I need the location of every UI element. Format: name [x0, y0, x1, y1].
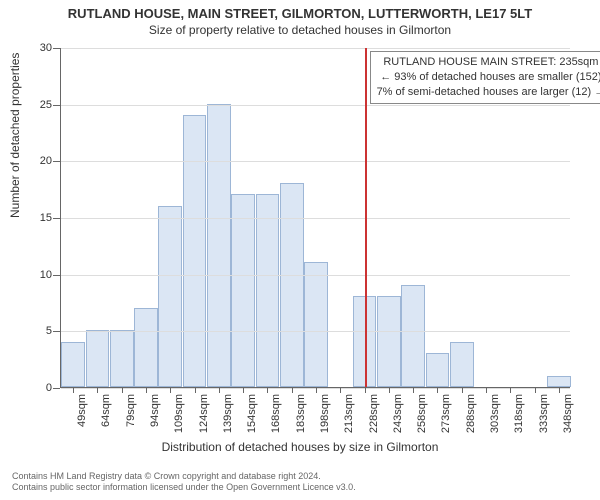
- x-tick-label: 139sqm: [222, 394, 234, 433]
- y-tick-label: 25: [22, 99, 52, 111]
- x-tick: [462, 387, 463, 393]
- grid-line: [61, 275, 570, 276]
- x-tick: [292, 387, 293, 393]
- x-tick-label: 154sqm: [246, 394, 258, 433]
- y-tick: [53, 161, 60, 162]
- x-tick: [535, 387, 536, 393]
- x-tick-label: 303sqm: [489, 394, 501, 433]
- x-tick: [267, 387, 268, 393]
- histogram-bar: [158, 206, 182, 387]
- x-tick-label: 348sqm: [562, 394, 574, 433]
- x-tick: [510, 387, 511, 393]
- x-tick-label: 94sqm: [149, 394, 161, 427]
- annotation-line: RUTLAND HOUSE MAIN STREET: 235sqm: [377, 55, 600, 70]
- plot-area: RUTLAND HOUSE MAIN STREET: 235sqm← 93% o…: [60, 48, 570, 388]
- x-axis-title: Distribution of detached houses by size …: [0, 440, 600, 454]
- x-tick-label: 198sqm: [319, 394, 331, 433]
- x-tick: [340, 387, 341, 393]
- annotation-line: 7% of semi-detached houses are larger (1…: [377, 85, 600, 100]
- footer-attribution: Contains HM Land Registry data © Crown c…: [12, 471, 588, 494]
- histogram-bar: [183, 115, 207, 387]
- histogram-bar: [61, 342, 85, 387]
- x-tick: [559, 387, 560, 393]
- y-tick: [53, 275, 60, 276]
- x-tick: [389, 387, 390, 393]
- x-tick-label: 168sqm: [270, 394, 282, 433]
- x-tick-label: 258sqm: [416, 394, 428, 433]
- x-tick: [316, 387, 317, 393]
- y-tick-label: 15: [22, 212, 52, 224]
- y-tick-label: 5: [22, 325, 52, 337]
- x-tick: [122, 387, 123, 393]
- x-tick: [146, 387, 147, 393]
- chart-container: RUTLAND HOUSE, MAIN STREET, GILMORTON, L…: [0, 0, 600, 500]
- chart-title-main: RUTLAND HOUSE, MAIN STREET, GILMORTON, L…: [0, 0, 600, 21]
- y-tick: [53, 331, 60, 332]
- footer-line1: Contains HM Land Registry data © Crown c…: [12, 471, 588, 483]
- y-tick: [53, 388, 60, 389]
- y-tick-label: 30: [22, 42, 52, 54]
- x-tick: [413, 387, 414, 393]
- x-tick: [365, 387, 366, 393]
- histogram-bar: [304, 262, 328, 387]
- histogram-bar: [450, 342, 474, 387]
- x-tick: [195, 387, 196, 393]
- x-tick-label: 64sqm: [100, 394, 112, 427]
- x-tick-label: 228sqm: [368, 394, 380, 433]
- grid-line: [61, 48, 570, 49]
- histogram-bar: [110, 330, 134, 387]
- x-tick: [219, 387, 220, 393]
- x-tick-label: 183sqm: [295, 394, 307, 433]
- x-tick: [73, 387, 74, 393]
- x-tick-label: 333sqm: [538, 394, 550, 433]
- y-tick-label: 20: [22, 155, 52, 167]
- x-tick: [97, 387, 98, 393]
- x-tick-label: 288sqm: [465, 394, 477, 433]
- x-tick: [437, 387, 438, 393]
- x-tick-label: 213sqm: [343, 394, 355, 433]
- grid-line: [61, 331, 570, 332]
- grid-line: [61, 218, 570, 219]
- histogram-bar: [207, 104, 231, 387]
- histogram-bar: [134, 308, 158, 387]
- x-tick: [243, 387, 244, 393]
- histogram-bar: [256, 194, 280, 387]
- reference-line: [365, 48, 367, 387]
- chart-title-sub: Size of property relative to detached ho…: [0, 21, 600, 37]
- x-tick-label: 124sqm: [198, 394, 210, 433]
- x-tick-label: 49sqm: [76, 394, 88, 427]
- histogram-bar: [401, 285, 425, 387]
- histogram-bar: [426, 353, 450, 387]
- x-tick-label: 273sqm: [440, 394, 452, 433]
- histogram-bar: [280, 183, 304, 387]
- x-tick-label: 79sqm: [125, 394, 137, 427]
- reference-annotation: RUTLAND HOUSE MAIN STREET: 235sqm← 93% o…: [370, 51, 600, 104]
- x-tick-label: 109sqm: [173, 394, 185, 433]
- x-tick: [170, 387, 171, 393]
- grid-line: [61, 105, 570, 106]
- x-tick-label: 318sqm: [513, 394, 525, 433]
- y-tick-label: 10: [22, 269, 52, 281]
- y-tick: [53, 48, 60, 49]
- y-tick: [53, 218, 60, 219]
- grid-line: [61, 161, 570, 162]
- x-tick-label: 243sqm: [392, 394, 404, 433]
- histogram-bar: [377, 296, 401, 387]
- y-tick-label: 0: [22, 382, 52, 394]
- x-tick: [486, 387, 487, 393]
- histogram-bar: [547, 376, 571, 387]
- histogram-bar: [231, 194, 255, 387]
- annotation-line: ← 93% of detached houses are smaller (15…: [377, 70, 600, 85]
- footer-line2: Contains public sector information licen…: [12, 482, 588, 494]
- y-tick: [53, 105, 60, 106]
- histogram-bar: [86, 330, 110, 387]
- y-axis-title: Number of detached properties: [8, 53, 22, 218]
